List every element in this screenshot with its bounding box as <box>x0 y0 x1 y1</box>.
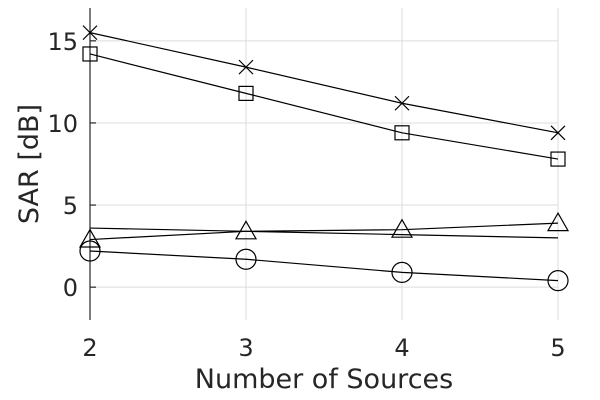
series-line <box>89 32 559 134</box>
series-line <box>89 227 559 239</box>
circle-marker <box>547 269 569 292</box>
x-axis-title: Number of Sources <box>195 364 453 395</box>
x-marker-stroke <box>550 125 566 141</box>
square-marker <box>238 85 254 101</box>
square-marker <box>394 125 410 141</box>
triangle-marker <box>390 218 414 238</box>
series-line <box>89 53 559 160</box>
circle-marker <box>235 248 257 270</box>
y-tick-label: 0 <box>63 274 78 302</box>
y-tick-label: 10 <box>47 110 78 138</box>
series-square <box>82 46 566 167</box>
x-tick-label: 4 <box>394 334 409 362</box>
x-marker-stroke <box>82 25 98 41</box>
square-marker <box>550 151 566 167</box>
x-marker <box>394 95 410 111</box>
y-tick-labels: 0 5 10 15 <box>47 28 78 302</box>
triangle-marker <box>234 220 258 240</box>
x-tick-label: 3 <box>238 334 253 362</box>
circle-marker <box>391 261 413 283</box>
series-circle <box>79 240 569 292</box>
x-tick-label: 5 <box>550 334 565 362</box>
axes <box>89 8 96 320</box>
circle-marker <box>79 240 101 262</box>
series-triangle <box>78 211 570 248</box>
triangle-marker <box>546 211 570 232</box>
x-tick-label: 2 <box>82 334 97 362</box>
series-line <box>89 222 559 241</box>
series-x <box>82 25 566 141</box>
x-marker-stroke <box>394 95 410 111</box>
series-plain <box>89 227 559 239</box>
x-marker-stroke <box>238 59 254 75</box>
triangle-marker <box>78 228 102 248</box>
grid <box>89 8 559 320</box>
y-tick-label: 15 <box>47 28 78 56</box>
y-tick-label: 5 <box>63 192 78 220</box>
y-axis-title: SAR [dB] <box>14 104 45 224</box>
x-tick-labels: 2 3 4 5 <box>82 334 565 362</box>
x-marker <box>82 25 98 41</box>
series-group <box>78 25 570 292</box>
x-marker <box>238 59 254 75</box>
x-marker <box>550 125 566 141</box>
square-marker <box>82 46 98 62</box>
series-line <box>89 250 559 282</box>
